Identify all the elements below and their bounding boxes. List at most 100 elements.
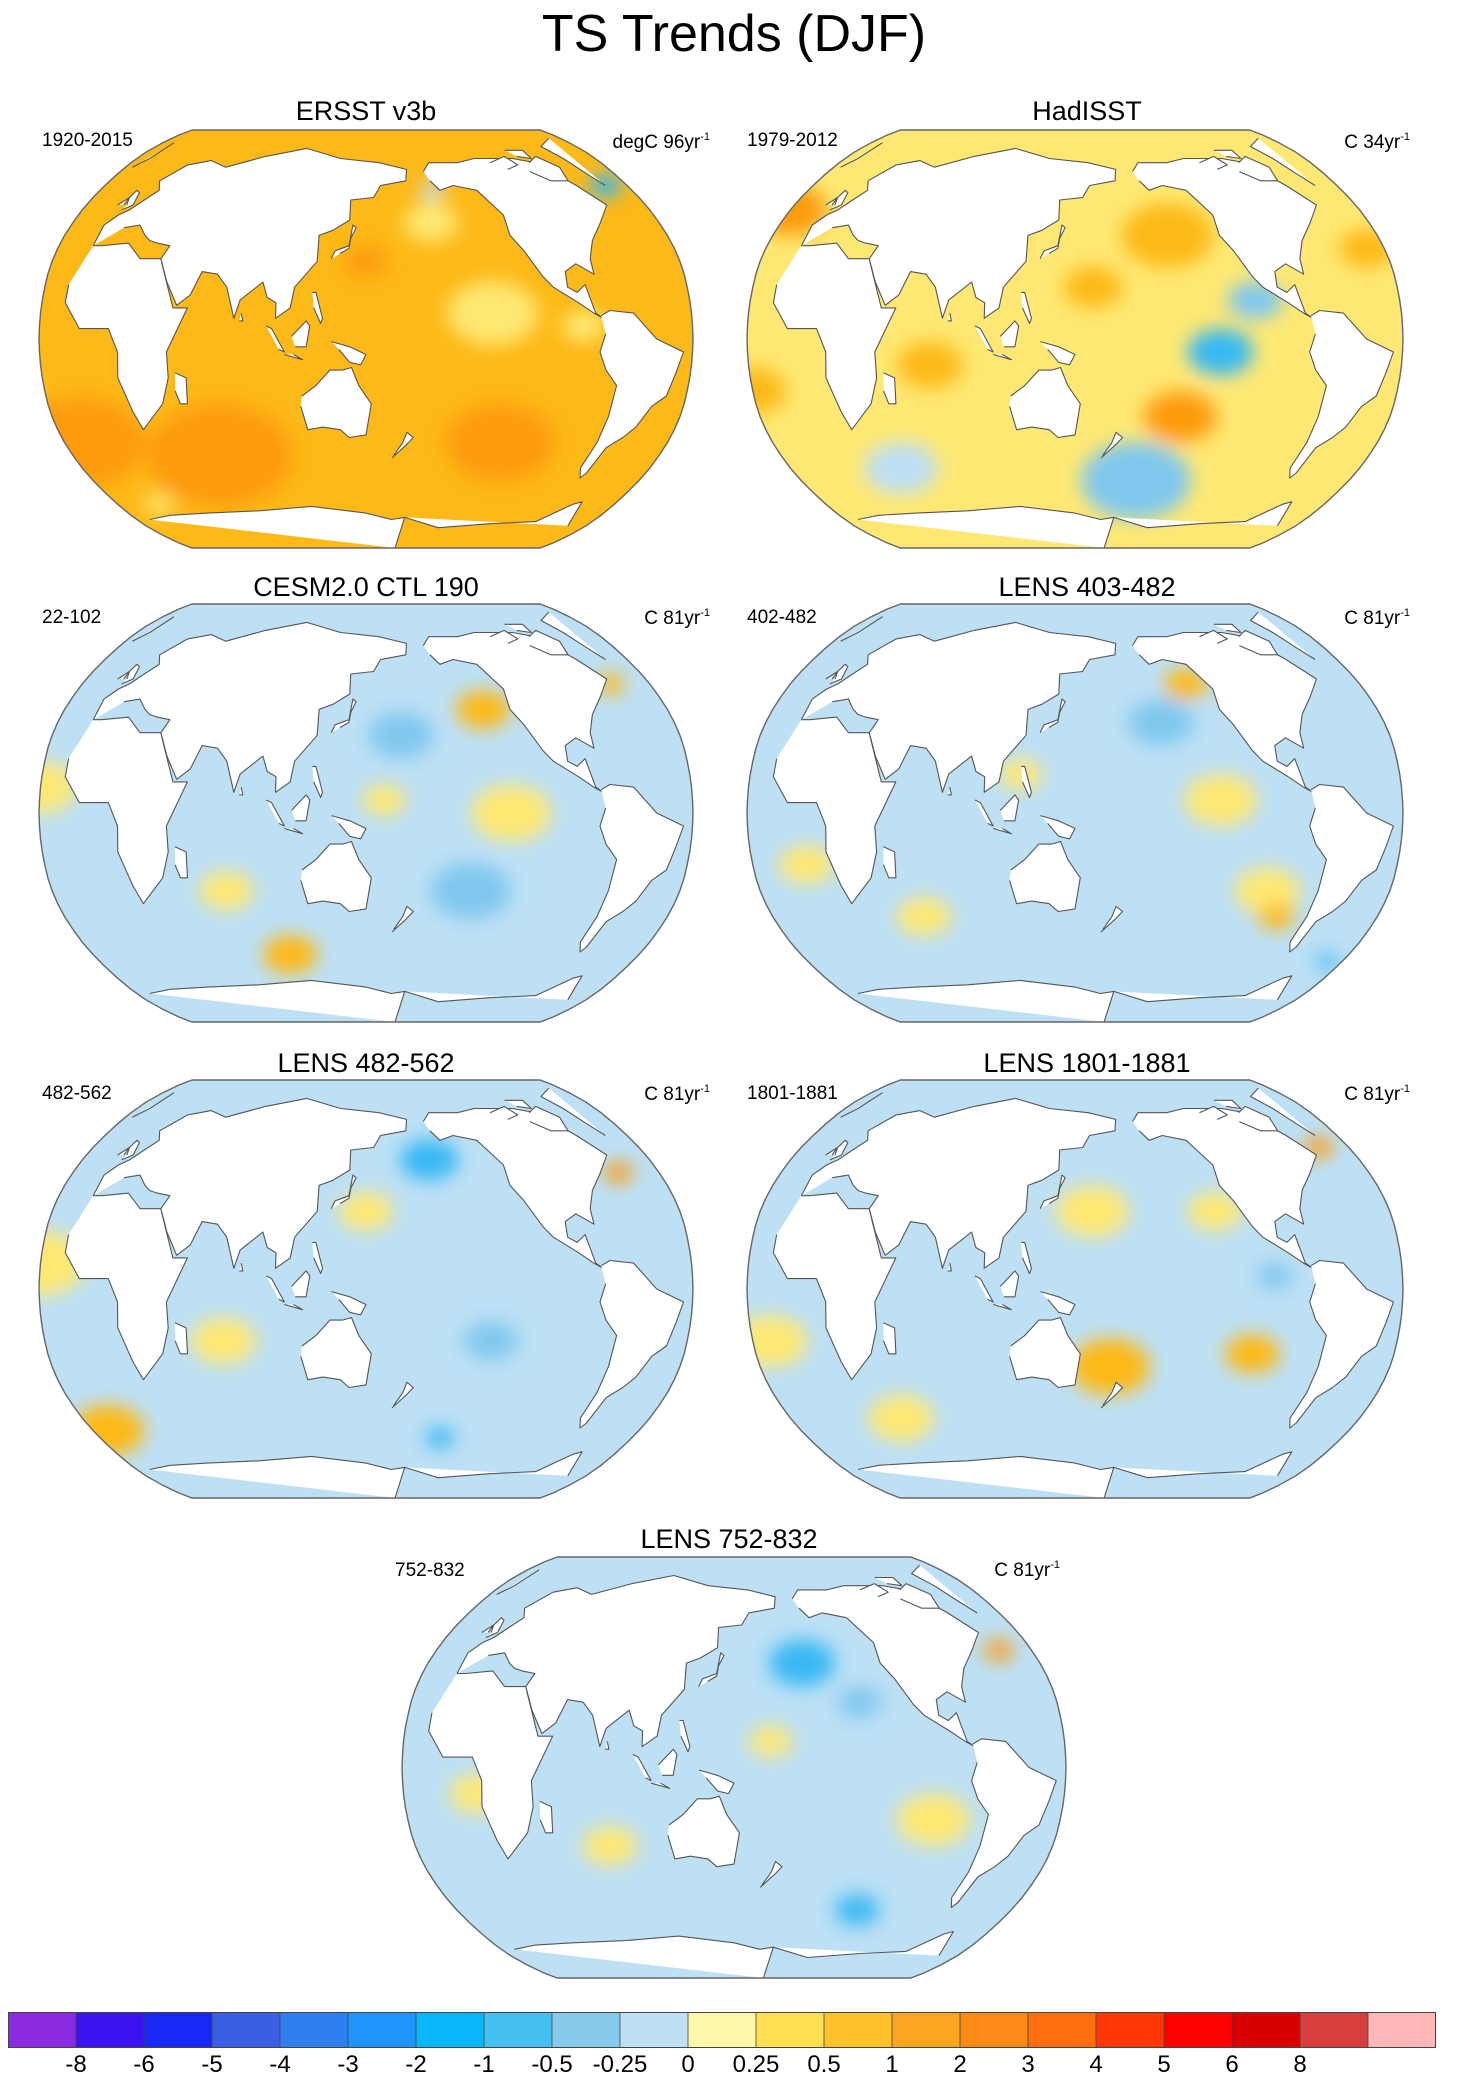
landmass bbox=[539, 1800, 554, 1834]
landmass bbox=[1039, 224, 1066, 259]
landmass bbox=[117, 1146, 130, 1156]
landmass bbox=[149, 1451, 583, 1498]
landmass bbox=[950, 1738, 1057, 1909]
trend-anomaly bbox=[896, 897, 952, 936]
landmass bbox=[300, 366, 372, 439]
landmass bbox=[489, 629, 519, 644]
landmass bbox=[239, 312, 244, 322]
trend-anomaly bbox=[896, 1793, 971, 1846]
panel-title: LENS 403-482 bbox=[998, 572, 1176, 602]
landmass bbox=[331, 341, 367, 366]
landmass bbox=[174, 846, 189, 879]
colorbar-tick-label: -3 bbox=[337, 2051, 359, 2078]
landmass bbox=[974, 325, 994, 353]
panel-title: LENS 1801-1881 bbox=[983, 1048, 1191, 1078]
landmass bbox=[800, 621, 1117, 793]
map-panel bbox=[746, 1079, 1404, 1499]
map-panel bbox=[38, 129, 694, 549]
colorbar-tick-label: 6 bbox=[1225, 2051, 1239, 2078]
landmass bbox=[999, 794, 1020, 822]
landmass bbox=[1199, 155, 1228, 170]
landmass bbox=[579, 1259, 685, 1429]
trend-anomaly bbox=[983, 1639, 1014, 1661]
trend-anomaly bbox=[1121, 203, 1214, 268]
trend-anomaly bbox=[445, 403, 555, 482]
colorbar-tick-label: 0.5 bbox=[807, 2051, 841, 2078]
colorbar-tick-label: 1 bbox=[885, 2051, 899, 2078]
landmass bbox=[528, 629, 569, 656]
panel-units: degC 96yr-1 bbox=[612, 131, 710, 153]
landmass bbox=[1199, 629, 1228, 644]
landmass bbox=[456, 1574, 776, 1748]
colorbar-swatch bbox=[280, 2012, 349, 2048]
colorbar-swatch bbox=[892, 2012, 961, 2048]
landmass bbox=[993, 353, 1012, 361]
trend-anomaly bbox=[603, 1162, 634, 1183]
map-panel bbox=[38, 1079, 694, 1499]
landmass bbox=[698, 1769, 735, 1795]
trend-anomaly bbox=[39, 397, 146, 488]
landmass bbox=[1021, 291, 1032, 325]
panel-period: 1979-2012 bbox=[747, 130, 838, 151]
landmass bbox=[1009, 840, 1081, 913]
colorbar-swatch bbox=[552, 2012, 621, 2048]
trend-anomaly bbox=[199, 871, 254, 910]
landmass bbox=[1021, 1241, 1032, 1275]
landmass bbox=[239, 786, 244, 796]
colorbar-tick-label: -0.5 bbox=[531, 2051, 573, 2078]
trend-anomaly bbox=[455, 690, 511, 729]
map-panel bbox=[746, 603, 1404, 1023]
landmass bbox=[947, 1262, 952, 1272]
trend-anomaly bbox=[430, 862, 511, 920]
landmass bbox=[489, 155, 519, 170]
panel-units: C 81yr-1 bbox=[644, 1083, 710, 1105]
trend-anomaly bbox=[896, 341, 963, 389]
trend-anomaly bbox=[344, 245, 388, 277]
trend-anomaly bbox=[338, 1192, 394, 1231]
panel-units: C 81yr-1 bbox=[994, 1559, 1060, 1581]
colorbar-swatch bbox=[1300, 2012, 1369, 2048]
landmass bbox=[265, 799, 285, 827]
panel-period: 752-832 bbox=[395, 1560, 465, 1581]
landmass bbox=[605, 1741, 610, 1750]
landmass bbox=[330, 1174, 357, 1209]
landmass bbox=[974, 799, 994, 827]
panel-period: 1920-2015 bbox=[42, 130, 133, 151]
landmass bbox=[64, 242, 188, 431]
trend-anomaly bbox=[1143, 390, 1217, 443]
landmass bbox=[284, 1303, 304, 1311]
landmass bbox=[698, 1652, 725, 1687]
colorbar-tick-label: 0 bbox=[681, 2051, 695, 2078]
landmass bbox=[149, 501, 583, 548]
landmass bbox=[1238, 1105, 1279, 1132]
colorbar-tick-label: -2 bbox=[405, 2051, 427, 2078]
landmass bbox=[300, 840, 372, 913]
trend-anomaly bbox=[368, 712, 434, 759]
landmass bbox=[391, 905, 414, 933]
landmass bbox=[291, 320, 311, 348]
landmass bbox=[857, 501, 1293, 548]
trend-anomaly bbox=[144, 493, 174, 515]
landmass bbox=[1039, 1174, 1066, 1209]
landmass bbox=[300, 1316, 372, 1389]
landmass bbox=[874, 1576, 903, 1587]
landmass bbox=[1040, 1291, 1076, 1316]
colorbar-swatch bbox=[756, 2012, 825, 2048]
landmass bbox=[947, 312, 952, 322]
landmass bbox=[974, 1275, 994, 1303]
landmass bbox=[999, 320, 1020, 348]
map-panel bbox=[401, 1556, 1067, 1979]
landmass bbox=[899, 1583, 940, 1609]
landmass bbox=[1100, 905, 1124, 933]
landmass bbox=[1009, 366, 1081, 439]
colorbar-tick-label: 0.25 bbox=[732, 2051, 780, 2078]
trend-anomaly bbox=[1127, 699, 1194, 746]
trend-anomaly bbox=[561, 310, 606, 342]
landmass bbox=[1021, 765, 1032, 799]
trend-anomaly bbox=[71, 1404, 145, 1457]
trend-anomaly bbox=[399, 1139, 459, 1181]
colorbar-swatch bbox=[1164, 2012, 1233, 2048]
trend-anomaly bbox=[748, 1725, 793, 1757]
colorbar-tick-label: -6 bbox=[133, 2051, 155, 2078]
landmass bbox=[658, 1748, 678, 1776]
